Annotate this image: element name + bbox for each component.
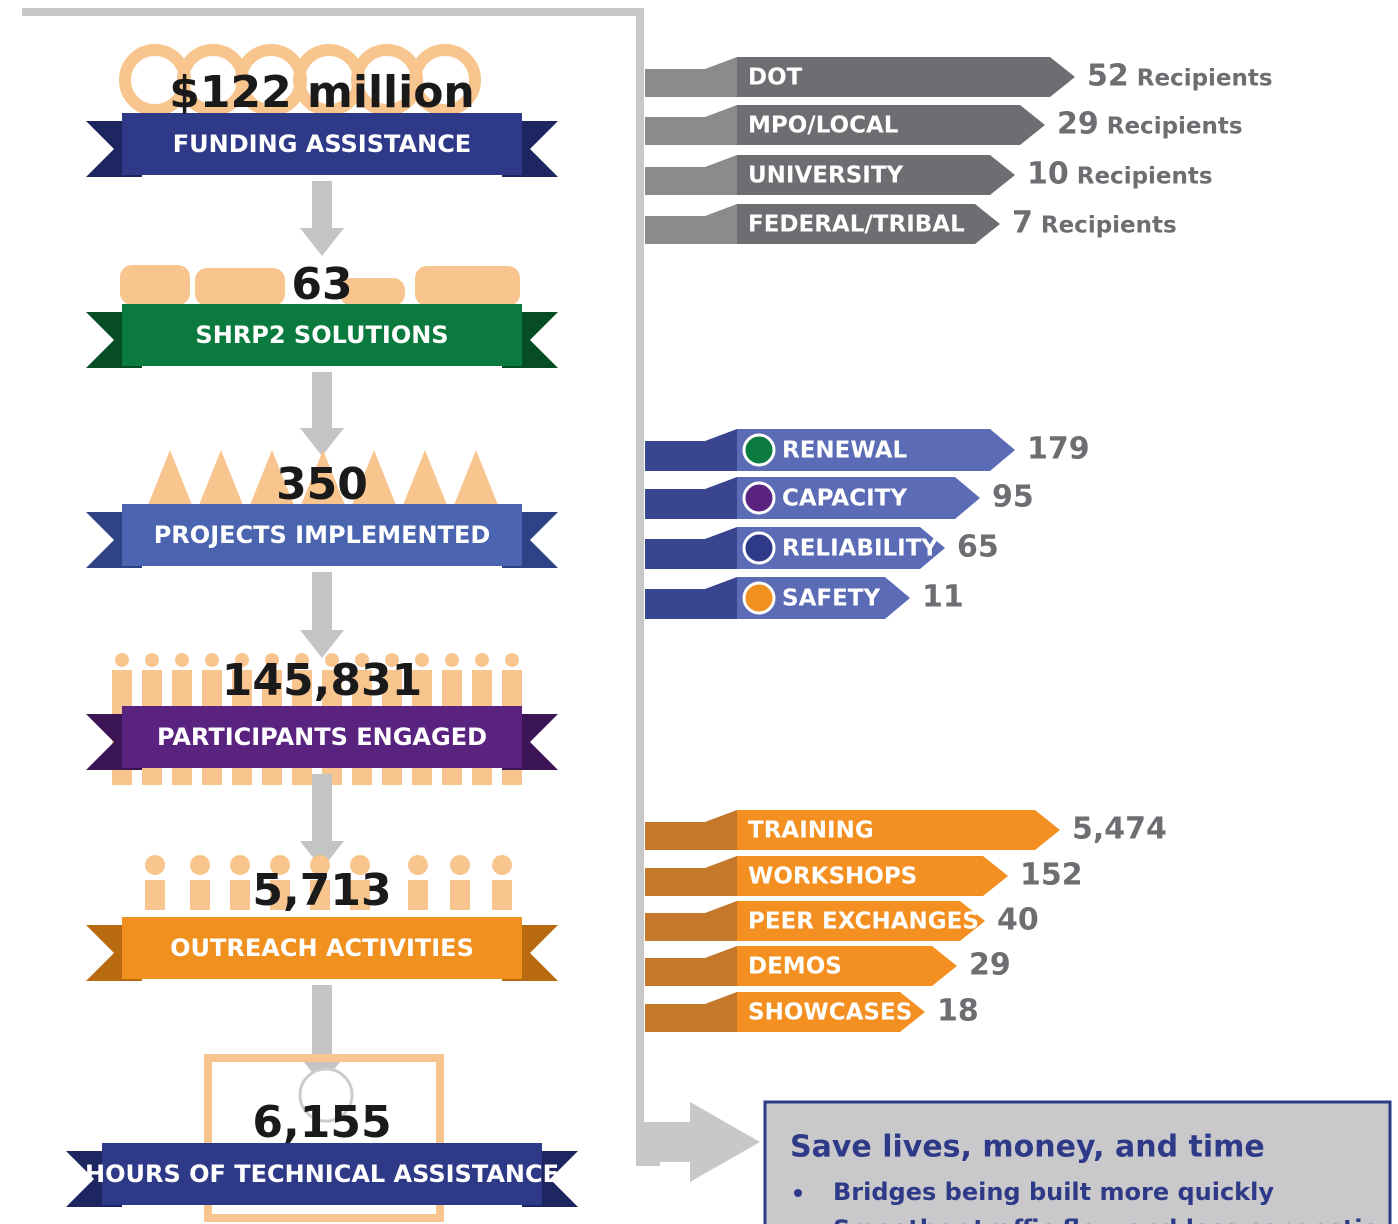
connector xyxy=(645,856,737,896)
bar-unit: Recipients xyxy=(1107,114,1243,140)
cone-icon xyxy=(454,450,498,505)
bar-value: 7 xyxy=(1012,206,1033,241)
bar-unit: Recipients xyxy=(1137,66,1273,92)
callout-title: Save lives, money, and time xyxy=(790,1130,1265,1165)
person-icon xyxy=(115,653,129,667)
connector xyxy=(645,946,737,986)
infographic: FUNDING ASSISTANCE $122 million SHRP2 SOLU… xyxy=(0,0,1398,1224)
person-icon xyxy=(475,653,489,667)
bar-label: DEMOS xyxy=(748,954,842,980)
bracket-arrow xyxy=(640,1102,760,1182)
bar-value: 40 xyxy=(997,903,1039,938)
person-icon xyxy=(408,880,428,910)
step-value: 5,713 xyxy=(252,865,391,916)
step-label: FUNDING ASSISTANCE xyxy=(173,130,471,158)
bar-value: 5,474 xyxy=(1072,812,1167,847)
bar-label: SHOWCASES xyxy=(748,1000,912,1026)
person-icon xyxy=(408,855,428,875)
person-icon xyxy=(145,880,165,910)
connector xyxy=(645,577,737,619)
category-icon xyxy=(744,583,774,613)
person-icon xyxy=(230,855,250,875)
cone-icon xyxy=(403,450,447,505)
connector xyxy=(645,57,737,97)
connector xyxy=(645,527,737,569)
step-label: PARTICIPANTS ENGAGED xyxy=(157,723,487,751)
cone-icon xyxy=(148,450,192,505)
vehicle-icon xyxy=(195,268,285,306)
bar-label: MPO/LOCAL xyxy=(748,113,899,139)
connector xyxy=(645,155,737,195)
bar-label: TRAINING xyxy=(748,818,874,844)
bar-unit: Recipients xyxy=(1041,213,1177,239)
down-arrow xyxy=(300,181,344,256)
category-icon xyxy=(744,483,774,513)
step-label: SHRP2 SOLUTIONS xyxy=(195,321,448,349)
step-value: $122 million xyxy=(169,67,475,118)
person-icon xyxy=(145,653,159,667)
connector xyxy=(645,992,737,1032)
cone-icon xyxy=(199,450,243,505)
bar-label: WORKSHOPS xyxy=(748,864,917,890)
down-arrow xyxy=(300,572,344,658)
step-value: 145,831 xyxy=(222,655,422,706)
category-icon xyxy=(744,435,774,465)
vehicle-icon xyxy=(120,265,190,305)
connector xyxy=(645,901,737,941)
bar-value: 65 xyxy=(957,530,999,565)
connector xyxy=(645,429,737,471)
bar-label: SAFETY xyxy=(782,586,880,612)
down-arrow xyxy=(300,774,344,869)
bar-value: 18 xyxy=(937,994,979,1029)
bar-label: FEDERAL/TRIBAL xyxy=(748,212,965,238)
bar-value: 95 xyxy=(992,480,1034,515)
person-icon xyxy=(190,855,210,875)
bar-value: 52 xyxy=(1087,59,1129,94)
connector xyxy=(645,204,737,244)
person-icon xyxy=(492,855,512,875)
bar-unit: Recipients xyxy=(1077,164,1213,190)
step-label: HOURS OF TECHNICAL ASSISTANCE xyxy=(85,1160,559,1188)
bracket xyxy=(22,12,660,1162)
person-icon xyxy=(450,855,470,875)
bar-label: RELIABILITY xyxy=(782,536,938,562)
person-icon xyxy=(205,653,219,667)
bar-label: PEER EXCHANGES xyxy=(748,909,979,935)
bar-value: 29 xyxy=(1057,107,1099,142)
person-icon xyxy=(145,855,165,875)
person-icon xyxy=(505,653,519,667)
connector xyxy=(645,477,737,519)
bar-value: 11 xyxy=(922,580,964,615)
step-label: PROJECTS IMPLEMENTED xyxy=(154,521,491,549)
step-value: 350 xyxy=(276,459,368,510)
vehicle-icon xyxy=(415,266,520,306)
step-label: OUTREACH ACTIVITIES xyxy=(170,934,474,962)
person-icon xyxy=(175,653,189,667)
bullet-dot xyxy=(794,1189,802,1197)
bar-value: 179 xyxy=(1027,432,1090,467)
bar-value: 10 xyxy=(1027,157,1069,192)
category-icon xyxy=(744,533,774,563)
person-icon xyxy=(492,880,512,910)
bar-value: 29 xyxy=(969,948,1011,983)
bar-label: RENEWAL xyxy=(782,438,908,464)
callout-bullet: Smoother traffic flow and less congestio… xyxy=(833,1215,1396,1224)
person-icon xyxy=(450,880,470,910)
connector xyxy=(645,810,737,850)
person-icon xyxy=(190,880,210,910)
step-value: 63 xyxy=(291,259,352,310)
connector xyxy=(645,105,737,145)
step-value: 6,155 xyxy=(252,1097,391,1148)
bar-label: UNIVERSITY xyxy=(748,163,904,189)
callout-bullet: Bridges being built more quickly xyxy=(833,1178,1274,1206)
bar-value: 152 xyxy=(1020,858,1083,893)
down-arrow xyxy=(300,372,344,456)
bar-label: DOT xyxy=(748,65,803,91)
bar-label: CAPACITY xyxy=(782,486,907,512)
person-icon xyxy=(445,653,459,667)
person-icon xyxy=(230,880,250,910)
